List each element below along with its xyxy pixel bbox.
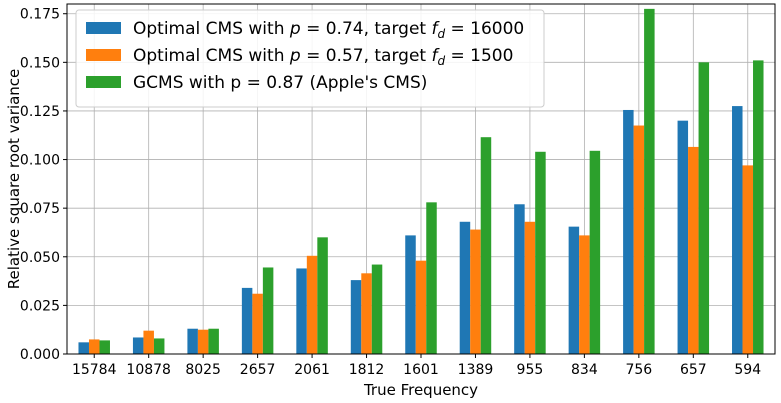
bar-series-2-834: [579, 235, 590, 354]
legend-text-mid: = 0.74, target: [301, 19, 432, 39]
bar-series-3-955: [535, 151, 546, 354]
bar-series-2-2657: [252, 293, 263, 354]
bar-series-3-2061: [317, 237, 328, 354]
x-tick-label: 1601: [403, 362, 439, 378]
bar-series-2-8025: [197, 329, 209, 354]
bar-series-1-1812: [350, 280, 362, 354]
legend-text-pre: Optimal CMS with: [133, 46, 290, 66]
bar-series-2-955: [524, 221, 536, 354]
bar-series-2-756: [633, 125, 645, 355]
bar-series-2-594: [742, 165, 754, 354]
y-axis-label: Relative square root variance: [5, 69, 23, 290]
bar-series-2-10878: [143, 330, 154, 354]
bar-series-1-1389: [459, 221, 471, 354]
bar-series-2-657: [688, 146, 699, 354]
y-tick-label: 0.175: [20, 7, 60, 23]
legend-entry-2: Optimal CMS with p = 0.57, target fd = 1…: [133, 46, 513, 68]
legend-text-post: = 16000: [445, 19, 524, 39]
bars: [78, 8, 764, 355]
bar-series-1-1601: [405, 235, 416, 354]
x-tick-label: 756: [625, 362, 652, 378]
legend-text-math2: f: [431, 19, 440, 39]
bar-series-1-2061: [296, 268, 307, 354]
x-tick-label: 1812: [349, 362, 385, 378]
bar-series-3-756: [644, 8, 655, 354]
bar-series-3-1389: [480, 137, 492, 354]
bar-series-2-15784: [88, 339, 100, 354]
bar-series-2-1601: [415, 260, 427, 354]
bar-series-1-10878: [132, 337, 144, 354]
legend: Optimal CMS with p = 0.74, target fd = 1…: [75, 9, 545, 108]
legend-box: [75, 9, 545, 108]
y-axis-ticks: 0.000 0.025 0.050 0.075 0.100 0.125 0.150 0.175: [20, 7, 67, 363]
bar-series-3-834: [589, 150, 601, 354]
bar-series-2-1812: [361, 273, 372, 354]
x-tick-label: 10878: [126, 362, 171, 378]
legend-swatch-2: [86, 49, 121, 61]
bar-series-3-15784: [99, 340, 110, 354]
x-tick-label: 594: [734, 362, 761, 378]
x-tick-label: 657: [680, 362, 707, 378]
x-tick-label: 955: [517, 362, 544, 378]
legend-swatch-3: [86, 76, 121, 88]
bar-series-1-657: [677, 120, 689, 355]
legend-entry-1: Optimal CMS with p = 0.74, target fd = 1…: [133, 19, 524, 41]
legend-text-sub: d: [437, 27, 445, 41]
y-tick-label: 0.025: [20, 298, 60, 314]
legend-entry-3: GCMS with p = 0.87 (Apple's CMS): [133, 73, 427, 93]
bar-series-3-10878: [153, 338, 165, 354]
legend-text-math1: p: [289, 19, 301, 39]
bar-series-2-1389: [470, 229, 481, 354]
y-tick-label: 0.075: [20, 201, 60, 217]
bar-series-3-1812: [371, 264, 383, 354]
bar-series-3-657: [698, 62, 710, 354]
y-tick-label: 0.100: [20, 153, 60, 169]
bar-series-1-594: [732, 106, 743, 354]
x-tick-label: 15784: [72, 362, 117, 378]
x-tick-label: 2061: [294, 362, 330, 378]
bar-series-3-8025: [208, 328, 219, 354]
bar-series-1-834: [568, 226, 580, 354]
y-tick-label: 0.150: [20, 55, 60, 71]
x-tick-label: 2657: [240, 362, 276, 378]
bar-series-1-2657: [241, 287, 253, 354]
x-axis-label: True Frequency: [363, 381, 478, 399]
x-axis-ticks: 15784 10878 8025 2657 2061 1812 1601 1389 955 834…: [72, 354, 761, 378]
bar-series-2-2061: [306, 255, 318, 354]
bar-series-3-1601: [426, 202, 437, 354]
y-tick-label: 0.000: [20, 347, 60, 363]
bar-series-1-15784: [78, 342, 89, 354]
y-tick-label: 0.125: [20, 104, 60, 120]
legend-text-math1: p: [289, 46, 301, 66]
bar-series-1-756: [623, 109, 634, 354]
y-tick-label: 0.050: [20, 250, 60, 266]
bar-series-3-2657: [262, 267, 274, 354]
legend-swatch-1: [86, 22, 121, 34]
legend-text-sub: d: [437, 54, 445, 68]
x-tick-label: 1389: [458, 362, 494, 378]
bar-series-1-8025: [187, 328, 198, 354]
legend-text-post: = 1500: [445, 46, 513, 66]
x-tick-label: 8025: [185, 362, 221, 378]
bar-series-3-594: [753, 60, 764, 355]
legend-text-math2: f: [431, 46, 440, 66]
legend-text-pre: GCMS with p = 0.87 (Apple's CMS): [133, 73, 427, 93]
legend-text-mid: = 0.57, target: [301, 46, 432, 66]
x-tick-label: 834: [571, 362, 598, 378]
bar-series-1-955: [514, 204, 525, 354]
legend-text-pre: Optimal CMS with: [133, 19, 290, 39]
